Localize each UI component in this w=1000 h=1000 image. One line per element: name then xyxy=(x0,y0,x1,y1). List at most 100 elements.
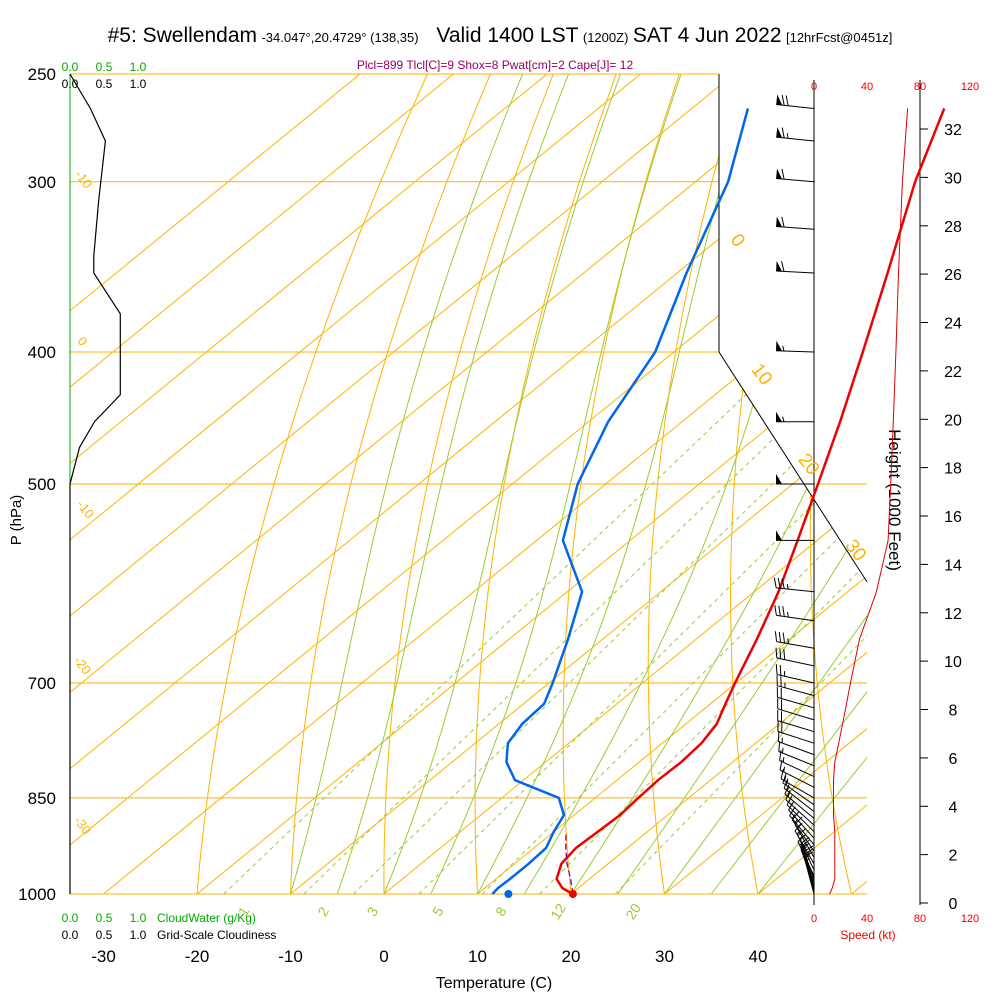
wind-speed-tick-bottom: 80 xyxy=(914,913,926,925)
wind-barb xyxy=(776,216,815,230)
wind-speed-tick-top: 40 xyxy=(861,81,873,93)
wind-speed-tick-bottom: 0 xyxy=(811,913,817,925)
cloudiness-tick-bottom: 1.0 xyxy=(130,928,147,942)
pressure-tick-label: 500 xyxy=(28,475,56,494)
moist-adiabat-line xyxy=(430,74,682,894)
isotherm-line xyxy=(70,74,548,894)
temperature-line xyxy=(555,108,946,896)
pressure-tick-label: 300 xyxy=(28,173,56,192)
height-tick-label: 22 xyxy=(944,364,962,381)
moist-adiabat-line xyxy=(290,74,524,894)
dry-adiabat-line xyxy=(474,74,617,894)
wind-barb xyxy=(773,577,815,593)
moist-adiabat-line xyxy=(336,74,570,894)
wind-barb xyxy=(776,530,814,541)
isotherm-line xyxy=(383,74,867,894)
height-tick-label: 18 xyxy=(944,461,962,478)
wind-barb xyxy=(776,411,814,423)
cloudiness-tick-bottom: 0.5 xyxy=(96,928,113,942)
temperature-tick-label: 40 xyxy=(749,947,768,966)
dewpoint-line xyxy=(491,108,750,895)
valid-time: Valid 1400 LST xyxy=(436,24,579,47)
wind-barb xyxy=(775,664,815,684)
pressure-tick-label: 400 xyxy=(28,343,56,362)
mixing-ratio-line xyxy=(418,351,867,894)
cloudiness-line xyxy=(69,73,121,894)
cloud-water-tick-bottom: 0.5 xyxy=(96,911,113,925)
cloudiness-tick-bottom: 0.0 xyxy=(62,928,79,942)
wind-barb xyxy=(774,631,815,649)
cloud-axes: 0.00.00.50.51.01.00.00.00.50.51.01.0Clou… xyxy=(62,60,277,942)
temperature-axis: -30 -20 -10 0 10 20 30 40 Temperature (C) xyxy=(91,947,767,992)
wind-barbs xyxy=(773,94,815,895)
height-tick-label: 26 xyxy=(944,267,962,284)
cloud-water-tick-top: 0.5 xyxy=(96,60,113,74)
mixing-ratio-line xyxy=(352,351,867,894)
temperature-axis-label: Temperature (C) xyxy=(436,975,552,992)
temperature-tick-label: 10 xyxy=(468,947,487,966)
height-tick-label: 32 xyxy=(944,122,962,139)
wind-barb xyxy=(775,340,815,353)
temperature-tick-label: -20 xyxy=(185,947,210,966)
station-name: #5: Swellendam xyxy=(107,24,258,47)
cloudiness-tick-top: 0.5 xyxy=(96,77,113,91)
wind-barb xyxy=(774,605,815,622)
dry-adiabat-line xyxy=(647,74,743,894)
cloudiness-label: Grid-Scale Cloudiness xyxy=(157,928,276,942)
wind-barb xyxy=(776,686,815,709)
isotherm-line xyxy=(70,74,361,894)
height-tick-label: 10 xyxy=(944,654,962,671)
station-coords: -34.047°,20.4729° (138,35) xyxy=(261,30,419,45)
height-tick-label: 2 xyxy=(949,848,958,865)
forecast-date: SAT 4 Jun 2022 xyxy=(632,24,782,47)
wind-barb xyxy=(776,675,815,697)
wind-speed-tick-bottom: 120 xyxy=(961,913,979,925)
temperature-tick-label: 30 xyxy=(655,947,674,966)
mixing-ratio-line xyxy=(223,351,791,894)
wind-barb xyxy=(777,720,815,744)
height-tick-label: 14 xyxy=(944,557,962,574)
dry-adiabat-line xyxy=(196,74,428,894)
moist-adiabat-line xyxy=(710,74,867,894)
plot-corner-edge xyxy=(718,74,868,583)
mixing-ratio-label: 20 xyxy=(622,900,644,922)
wind-speed-tick-top: 80 xyxy=(914,81,926,93)
height-tick-label: 8 xyxy=(949,703,958,720)
parcel-line xyxy=(565,831,574,895)
height-tick-label: 4 xyxy=(949,799,958,816)
moist-adiabat-line xyxy=(617,74,867,894)
height-tick-label: 24 xyxy=(944,316,962,333)
wind-barb xyxy=(777,698,815,721)
forecast-run: [12hrFcst@0451z] xyxy=(785,30,893,45)
height-tick-label: 30 xyxy=(944,170,962,187)
pressure-tick-label: 850 xyxy=(28,789,56,808)
height-tick-label: 20 xyxy=(944,412,962,429)
surface-temperature-marker xyxy=(568,890,577,898)
dry-adiabat-line xyxy=(290,74,491,894)
cloud-water-label: CloudWater (g/Kg) xyxy=(157,911,256,925)
wind-speed-tick-bottom: 40 xyxy=(861,913,873,925)
wind-barb xyxy=(777,710,815,733)
wind-barb xyxy=(780,768,815,799)
wind-barb xyxy=(776,261,815,274)
cloudiness-tick-top: 1.0 xyxy=(130,77,147,91)
moist-adiabat-line xyxy=(664,74,867,894)
wind-speed-tick-top: 0 xyxy=(811,81,817,93)
mixing-ratio-label: 12 xyxy=(547,900,569,922)
zulu-time: (1200Z) xyxy=(582,30,629,45)
cloud-water-tick-bottom: 1.0 xyxy=(130,911,147,925)
pressure-tick-label: 700 xyxy=(28,674,56,693)
moist-adiabat-line xyxy=(477,74,754,894)
height-axis-label: Height (1000 Feet) xyxy=(885,429,904,571)
pressure-tick-label: 1000 xyxy=(18,885,56,904)
wind-barb xyxy=(777,731,815,756)
cloud-water-tick-top: 0.0 xyxy=(62,60,79,74)
temperature-tick-label: 20 xyxy=(562,947,581,966)
pressure-axis-label: P (hPa) xyxy=(8,495,25,546)
wind-speed-tick-top: 120 xyxy=(961,81,979,93)
pressure-axis: 250 300 400 500 700 850 1000 P (hPa) xyxy=(8,65,56,904)
stability-indices: Plcl=899 Tlcl[C]=9 Shox=8 Pwat[cm]=2 Cap… xyxy=(356,58,634,72)
